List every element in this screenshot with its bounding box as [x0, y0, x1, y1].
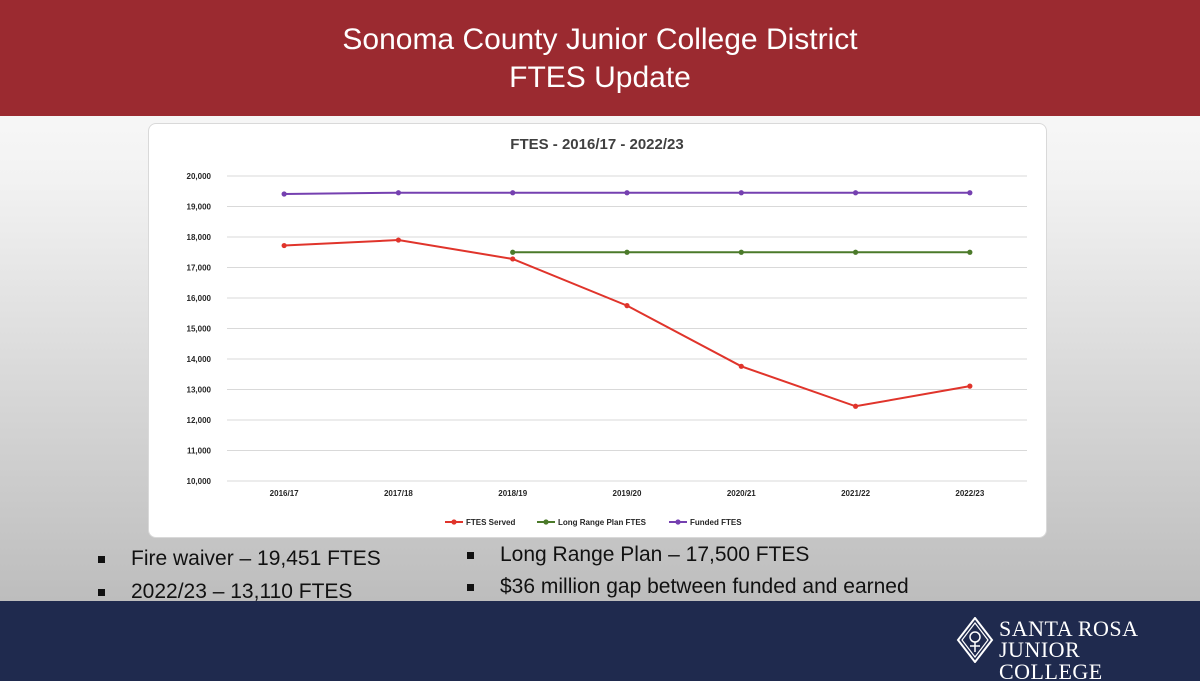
data-point-funded-ftes: [281, 191, 287, 197]
data-point-ftes-served: [852, 403, 859, 409]
slide-subtitle: FTES Update: [509, 61, 691, 94]
data-point-long-range-plan-ftes: [852, 249, 859, 255]
slide-footer: [0, 601, 1200, 681]
bullet-square-icon: [98, 589, 105, 596]
bullet-square-icon: [98, 556, 105, 563]
data-point-funded-ftes: [967, 190, 973, 196]
data-point-funded-ftes: [624, 190, 630, 196]
data-point-ftes-served: [510, 256, 516, 262]
y-tick-label: 14,000: [187, 355, 212, 364]
data-point-funded-ftes: [395, 190, 402, 196]
x-tick-label: 2021/22: [841, 489, 870, 498]
data-point-funded-ftes: [738, 190, 744, 196]
series-line-ftes-served: [284, 239, 971, 408]
x-tick-label: 2018/19: [498, 489, 527, 498]
logo-line-2: JUNIOR COLLEGE: [999, 637, 1103, 684]
data-point-long-range-plan-ftes: [624, 249, 630, 255]
y-tick-label: 15,000: [187, 325, 212, 334]
chart-card: FTES - 2016/17 - 2022/23 10,000 11,000 12,0…: [148, 123, 1047, 538]
data-point-long-range-plan-ftes: [967, 249, 973, 255]
data-point-long-range-plan-ftes: [738, 249, 744, 255]
legend-marker: [451, 519, 457, 525]
x-tick-label: 2017/18: [384, 489, 413, 498]
y-tick-label: 12,000: [187, 416, 212, 425]
bullet-text: Fire waiver – 19,451 FTES: [131, 547, 381, 570]
chart-title: FTES - 2016/17 - 2022/23: [510, 136, 683, 153]
bullet-square-icon: [467, 584, 474, 591]
x-tick-label: 2020/21: [727, 489, 756, 498]
santa-rosa-seal-icon: [956, 617, 994, 663]
y-tick-label: 18,000: [187, 233, 212, 242]
legend-marker: [543, 519, 549, 525]
legend-marker: [675, 519, 681, 525]
data-point-ftes-served: [395, 237, 402, 243]
bullet-square-icon: [467, 552, 474, 559]
y-tick-label: 10,000: [187, 477, 212, 486]
y-tick-label: 11,000: [187, 447, 212, 456]
slide-header: Sonoma County Junior College District FT…: [0, 0, 1200, 116]
y-tick-label: 17,000: [187, 264, 212, 273]
data-point-funded-ftes: [510, 190, 516, 196]
college-logo: SANTA ROSA JUNIOR COLLEGE: [956, 615, 1181, 683]
legend-label: Funded FTES: [690, 518, 742, 527]
legend-label: FTES Served: [466, 518, 515, 527]
data-point-long-range-plan-ftes: [510, 249, 516, 255]
y-tick-label: 13,000: [187, 386, 212, 395]
legend-label: Long Range Plan FTES: [558, 518, 647, 527]
bullet-text: $36 million gap between funded and earne…: [500, 575, 909, 598]
ftes-line-chart: FTES - 2016/17 - 2022/23 10,000 11,000 12,0…: [187, 136, 1027, 527]
data-point-ftes-served: [281, 242, 287, 249]
logo-line-1: SANTA ROSA: [999, 616, 1139, 641]
x-tick-label: 2022/23: [955, 489, 984, 498]
y-tick-label: 16,000: [187, 294, 212, 303]
data-point-ftes-served: [624, 303, 630, 309]
y-tick-label: 20,000: [187, 172, 212, 181]
x-tick-label: 2016/17: [270, 489, 299, 498]
data-point-funded-ftes: [852, 190, 859, 196]
data-point-ftes-served: [738, 363, 744, 369]
slide-title: Sonoma County Junior College District: [342, 23, 858, 56]
y-tick-label: 19,000: [187, 203, 212, 212]
bullet-text: Long Range Plan – 17,500 FTES: [500, 543, 810, 566]
x-tick-label: 2019/20: [613, 489, 642, 498]
data-point-ftes-served: [967, 383, 973, 389]
bullet-text: 2022/23 – 13,110 FTES: [131, 580, 353, 603]
